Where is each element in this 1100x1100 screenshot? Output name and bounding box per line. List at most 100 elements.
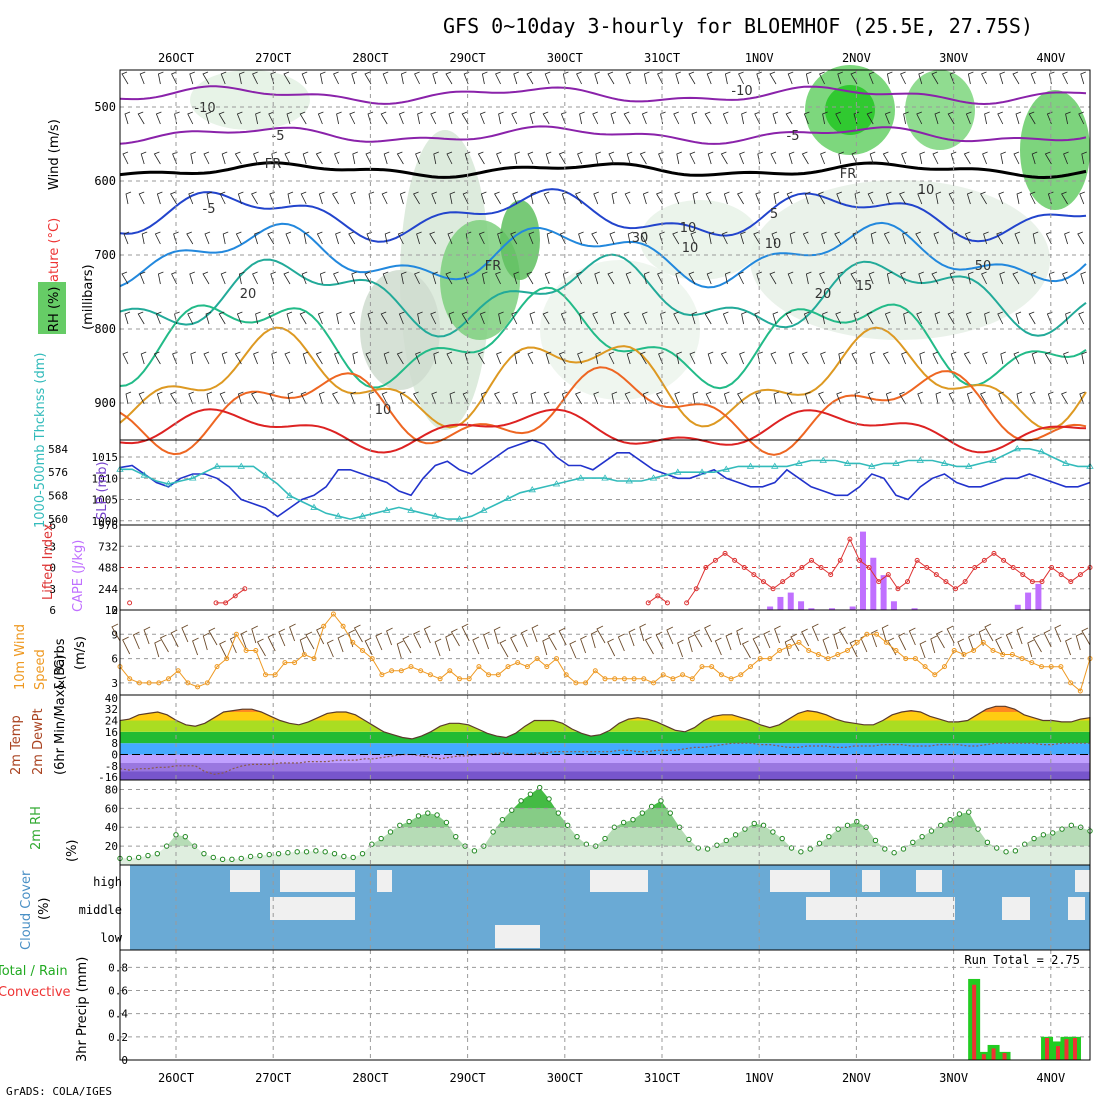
panel-frame — [119, 609, 1091, 696]
wind-barb — [431, 191, 437, 205]
wind-barb — [1028, 311, 1036, 325]
surface-barb — [741, 640, 751, 659]
wind-barb — [1081, 351, 1087, 365]
rh-point — [826, 833, 832, 840]
wind-point — [990, 647, 996, 653]
wind-barb — [352, 351, 358, 365]
wind-barb — [121, 271, 129, 285]
surface-barb — [353, 624, 363, 643]
wind-barb — [900, 71, 906, 85]
wind-barb — [268, 311, 275, 325]
wind-point — [835, 652, 841, 658]
wind-barb — [660, 111, 666, 125]
wind-point — [748, 664, 753, 670]
wind-barb — [252, 271, 258, 285]
wind-tick: 9 — [111, 628, 118, 641]
wind-barb — [481, 271, 488, 285]
li-point — [1049, 565, 1055, 570]
wind-barb — [315, 351, 323, 365]
slp-label: SLP (mb) — [95, 461, 110, 520]
cloud-level-high: high — [93, 875, 122, 889]
wind-barb — [639, 351, 647, 365]
cape-bar — [859, 531, 866, 610]
li-point — [924, 565, 930, 570]
thickness-line-marker — [334, 512, 342, 519]
wind-barb — [594, 271, 600, 285]
wind-barb — [1079, 191, 1085, 205]
footer-credit: GrADS: COLA/IGES — [6, 1085, 112, 1098]
rh-point — [406, 818, 412, 825]
wind-barb — [1014, 231, 1021, 245]
wind-barb — [153, 151, 161, 165]
wind-barb — [494, 391, 501, 405]
wind-barb — [757, 351, 763, 365]
cloud-patch — [377, 870, 392, 892]
contour-label: 10 — [375, 403, 392, 418]
wind-barb — [400, 271, 407, 285]
thickness-line-marker — [358, 512, 367, 519]
li-point — [242, 586, 248, 592]
li-point — [866, 565, 872, 570]
rh-ylabel: RH (%) — [47, 287, 62, 332]
temp-tick: 8 — [111, 737, 118, 750]
wind-point — [825, 656, 831, 662]
rh-point — [359, 850, 366, 857]
rh-point — [210, 854, 216, 861]
wind-barb — [722, 111, 729, 125]
surface-barb — [811, 623, 819, 642]
wind-barb — [820, 351, 826, 365]
precip-tick: 0.8 — [108, 961, 128, 974]
wind-barb — [526, 71, 534, 85]
wind-barb — [933, 231, 940, 245]
thickness-line-marker — [431, 512, 439, 519]
wind-barb — [642, 391, 649, 405]
wind-barb — [786, 191, 793, 205]
slp-tick: 1010 — [92, 472, 119, 485]
wind-barb — [461, 111, 469, 125]
wind-barb — [675, 271, 681, 285]
wind-barb — [315, 151, 323, 165]
rh-point — [145, 852, 151, 859]
legend-convective: Convective — [0, 985, 71, 1000]
wind-barb — [786, 391, 793, 405]
surface-barb — [299, 636, 307, 655]
wind-barb — [432, 271, 438, 285]
surface-barb — [607, 638, 616, 657]
wind-barb — [495, 271, 501, 285]
wind-barb — [204, 231, 211, 245]
cape-bar — [880, 575, 887, 610]
thickness-line-marker — [746, 462, 755, 469]
surface-barb — [790, 633, 800, 652]
wind-barb — [886, 271, 893, 285]
li-tick: 0 — [49, 562, 56, 575]
wind-barb — [818, 191, 825, 205]
surface-barb — [170, 629, 179, 648]
rh-tick: 80 — [105, 783, 118, 796]
wind-barb — [1012, 71, 1020, 85]
wind-barb — [479, 311, 486, 325]
rh-point — [434, 812, 440, 818]
surface-barb — [752, 635, 761, 654]
top-date-tick: 1NOV — [745, 51, 774, 65]
wind-barb — [657, 71, 663, 85]
wind-barb — [383, 351, 390, 365]
wind-barb — [785, 311, 793, 325]
li-point — [127, 600, 133, 606]
contour-label: 10 — [765, 237, 782, 252]
wind-barb — [303, 231, 310, 245]
rh-point — [620, 819, 627, 826]
li-point — [760, 579, 766, 585]
thickness-line-marker — [1013, 445, 1021, 452]
precip-tick: 0.6 — [108, 985, 128, 998]
wind-barb — [283, 71, 291, 85]
rh-point — [266, 851, 272, 858]
rh-point — [723, 837, 729, 844]
temp-band — [120, 754, 1090, 763]
top-date-tick: 27OCT — [255, 51, 291, 65]
wind-barb — [382, 271, 389, 285]
pressure-tick: 800 — [94, 322, 116, 336]
wind-barb — [545, 151, 552, 165]
wind-barb — [446, 351, 453, 365]
wind-barb — [284, 151, 291, 165]
wind-barb — [286, 311, 293, 325]
